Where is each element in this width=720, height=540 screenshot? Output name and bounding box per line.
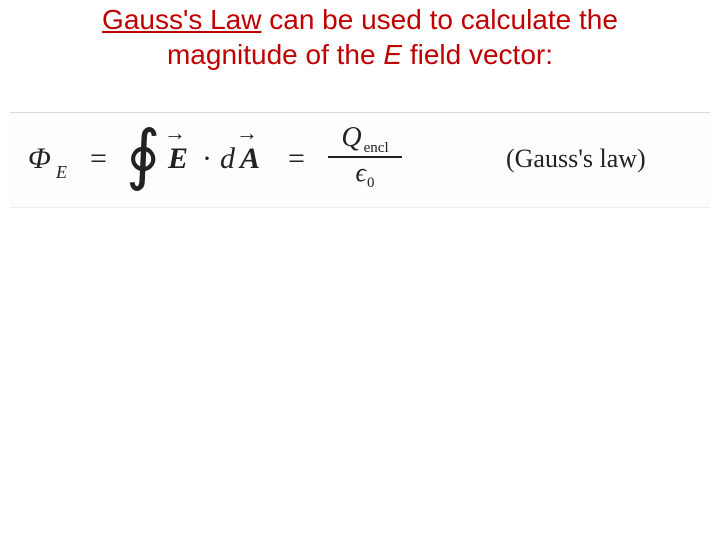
title-line2-pre: magnitude of the [167, 39, 383, 70]
equals-2: = [288, 142, 305, 176]
epsilon-symbol: ϵ [356, 158, 366, 187]
a-vector: A [240, 142, 260, 176]
q-subscript: encl [364, 140, 389, 156]
title-underlined: Gauss's Law [102, 4, 261, 35]
epsilon-subscript: 0 [367, 175, 375, 191]
phi-symbol: Φ [28, 142, 51, 176]
oint-symbol: ∮ [126, 116, 160, 194]
q-symbol: Q [341, 122, 361, 153]
dot-product: · [202, 142, 212, 176]
fraction: Qencl ϵ0 [328, 124, 402, 186]
fraction-denominator: ϵ0 [328, 160, 402, 186]
slide-title: Gauss's Law can be used to calculate the… [0, 2, 720, 72]
fraction-numerator: Qencl [328, 124, 402, 152]
title-rest-line1: can be used to calculate the [261, 4, 617, 35]
gauss-equation: Φ E = ∮ → E · d → A = Qencl ϵ0 (Gauss's … [28, 118, 692, 202]
e-vector: E [168, 142, 188, 176]
differential-d: d [220, 142, 235, 176]
title-line2-italic: E [383, 39, 402, 70]
equals-1: = [90, 142, 107, 176]
equation-label: (Gauss's law) [506, 144, 646, 174]
title-line2-post: field vector: [402, 39, 553, 70]
slide: Gauss's Law can be used to calculate the… [0, 0, 720, 540]
phi-subscript: E [56, 162, 67, 183]
